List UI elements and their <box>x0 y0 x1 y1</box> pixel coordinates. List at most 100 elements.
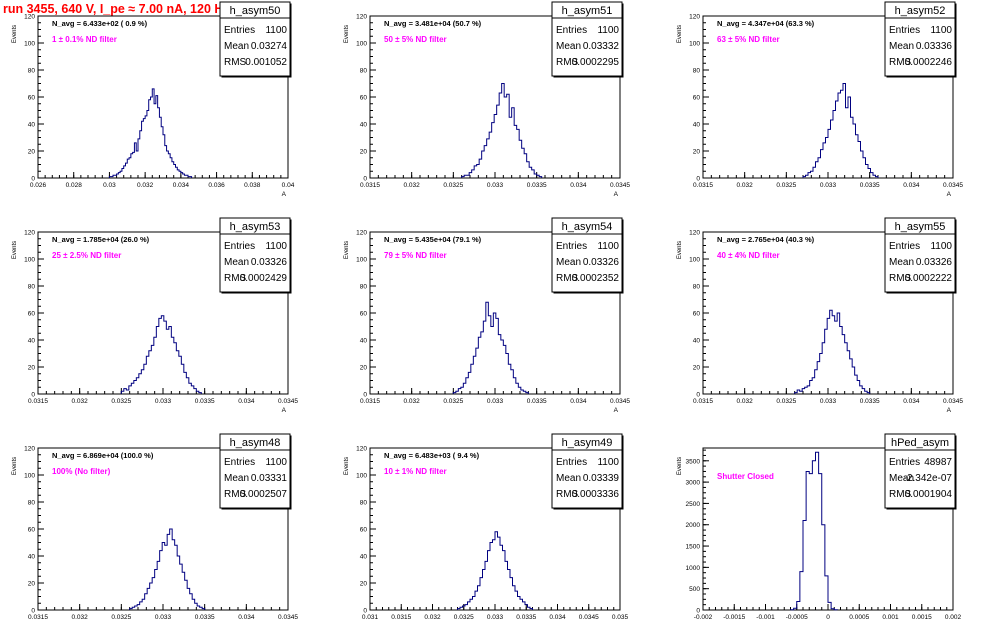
x-axis-title: A <box>614 407 619 414</box>
stats-key-rms: RMS <box>224 57 247 68</box>
y-tick-label: 80 <box>28 68 36 75</box>
stats-key-mean: Mean <box>889 41 914 52</box>
histogram-line <box>129 528 206 610</box>
stats-key-rms: RMS <box>889 57 912 68</box>
stats-box <box>219 449 291 509</box>
x-tick-label: 0.036 <box>208 182 225 189</box>
x-tick-label: 0.0325 <box>111 614 131 621</box>
x-tick-label: -0.0015 <box>723 614 745 621</box>
x-tick-label: 0.0325 <box>443 182 463 189</box>
histogram-panel: 0 20 40 60 80 100 120 0.0315 0.032 0.0325 0.033 0.0… <box>12 433 298 621</box>
x-tick-label: 0.0345 <box>943 182 963 189</box>
y-tick-label: 80 <box>360 68 368 75</box>
histogram-line <box>108 88 193 178</box>
x-tick-label: 0.032 <box>737 182 754 189</box>
x-axis-title: A <box>614 191 619 198</box>
y-tick-label: 0 <box>696 392 700 399</box>
stats-value-rms: 0.0003336 <box>572 489 620 500</box>
stats-key-mean: Mean <box>556 41 581 52</box>
histogram-line <box>457 531 533 610</box>
stats-box <box>551 449 623 509</box>
x-tick-label: 0.034 <box>570 182 587 189</box>
y-tick-label: 20 <box>360 365 368 372</box>
histogram-panel: 0 20 40 60 80 100 120 0.0315 0.032 0.0325 0.033 0.0… <box>677 217 963 414</box>
y-axis-title: Events <box>12 241 18 259</box>
stats-key-rms: RMS <box>224 273 247 284</box>
histogram-line <box>120 315 202 394</box>
stats-value-rms: 0.0002295 <box>572 57 620 68</box>
histogram-name: h_asym50 <box>230 5 281 17</box>
x-tick-label: 0.0335 <box>860 398 880 405</box>
x-tick-label: 0.0345 <box>943 398 963 405</box>
stats-value-entries: 1100 <box>265 457 287 468</box>
histogram-name: h_asym53 <box>230 221 281 233</box>
y-tick-label: 40 <box>693 122 701 129</box>
x-axis-title: A <box>282 407 287 414</box>
x-tick-label: 0.034 <box>549 614 566 621</box>
histogram-name: h_asym52 <box>895 5 946 17</box>
stats-value-entries: 1100 <box>930 25 952 36</box>
x-tick-label: 0.0335 <box>527 398 547 405</box>
y-tick-label: 20 <box>360 581 368 588</box>
stats-key-entries: Entries <box>556 241 587 252</box>
y-tick-label: 120 <box>24 14 35 21</box>
histogram-line <box>452 301 529 394</box>
x-axis-title: A <box>282 191 287 198</box>
y-tick-label: 20 <box>28 149 36 156</box>
x-tick-label: 0.0325 <box>111 398 131 405</box>
x-tick-label: 0.026 <box>30 182 47 189</box>
y-tick-label: 60 <box>28 95 36 102</box>
filter-label: 25 ± 2.5% ND filter <box>52 251 121 260</box>
filter-label: 63 ± 5% ND filter <box>717 35 780 44</box>
x-tick-label: 0.0325 <box>776 398 796 405</box>
y-tick-label: 100 <box>356 257 367 264</box>
y-axis-title: Events <box>677 457 683 475</box>
stats-box <box>551 233 623 293</box>
x-tick-label: 0.033 <box>820 398 837 405</box>
x-tick-label: 0.034 <box>903 398 920 405</box>
stats-value-entries: 1100 <box>265 241 287 252</box>
histogram-line <box>794 309 871 394</box>
y-tick-label: 500 <box>689 586 700 593</box>
y-tick-label: 120 <box>24 446 35 453</box>
y-tick-label: 60 <box>693 311 701 318</box>
x-tick-label: 0.0335 <box>195 614 215 621</box>
stats-value-entries: 48987 <box>924 457 952 468</box>
y-tick-label: 0 <box>696 608 700 615</box>
stats-key-rms: RMS <box>556 57 579 68</box>
y-tick-label: 80 <box>28 500 36 507</box>
y-tick-label: 60 <box>28 311 36 318</box>
x-axis-title: A <box>947 407 952 414</box>
histogram-name: h_asym49 <box>562 437 613 449</box>
y-tick-label: 1500 <box>686 544 701 551</box>
stats-value-rms: 0.0002352 <box>572 273 620 284</box>
stats-key-entries: Entries <box>556 25 587 36</box>
y-axis-title: Events <box>344 25 350 43</box>
histogram-name: h_asym51 <box>562 5 613 17</box>
x-tick-label: 0.0315 <box>360 182 380 189</box>
y-tick-label: 20 <box>28 365 36 372</box>
navg-label: N_avg = 6.483e+03 ( 9.4 %) <box>384 451 480 460</box>
navg-label: N_avg = 4.347e+04 (63.3 %) <box>717 19 815 28</box>
histogram-panel: 0 20 40 60 80 100 120 0.0315 0.032 0.0325 0.033 0.0… <box>12 217 298 414</box>
x-tick-label: 0.033 <box>820 182 837 189</box>
stats-key-rms: RMS <box>556 273 579 284</box>
y-tick-label: 40 <box>360 554 368 561</box>
y-tick-label: 80 <box>28 284 36 291</box>
histogram-panel: 0 20 40 60 80 100 120 0.0315 0.032 0.0325 0.033 0.0… <box>344 1 630 198</box>
navg-label: N_avg = 3.481e+04 (50.7 %) <box>384 19 482 28</box>
stats-key-entries: Entries <box>889 25 920 36</box>
y-axis-title: Events <box>344 457 350 475</box>
y-tick-label: 20 <box>360 149 368 156</box>
x-tick-label: 0.034 <box>570 398 587 405</box>
x-tick-label: 0.035 <box>612 614 629 621</box>
x-tick-label: 0.032 <box>72 614 89 621</box>
stats-box <box>884 449 956 509</box>
y-tick-label: 120 <box>24 230 35 237</box>
x-tick-label: 0.033 <box>155 614 172 621</box>
x-tick-label: -0.0005 <box>786 614 808 621</box>
x-tick-label: 0.032 <box>137 182 154 189</box>
x-tick-label: 0.0325 <box>776 182 796 189</box>
y-tick-label: 2000 <box>686 522 701 529</box>
x-tick-label: 0.0345 <box>278 614 298 621</box>
